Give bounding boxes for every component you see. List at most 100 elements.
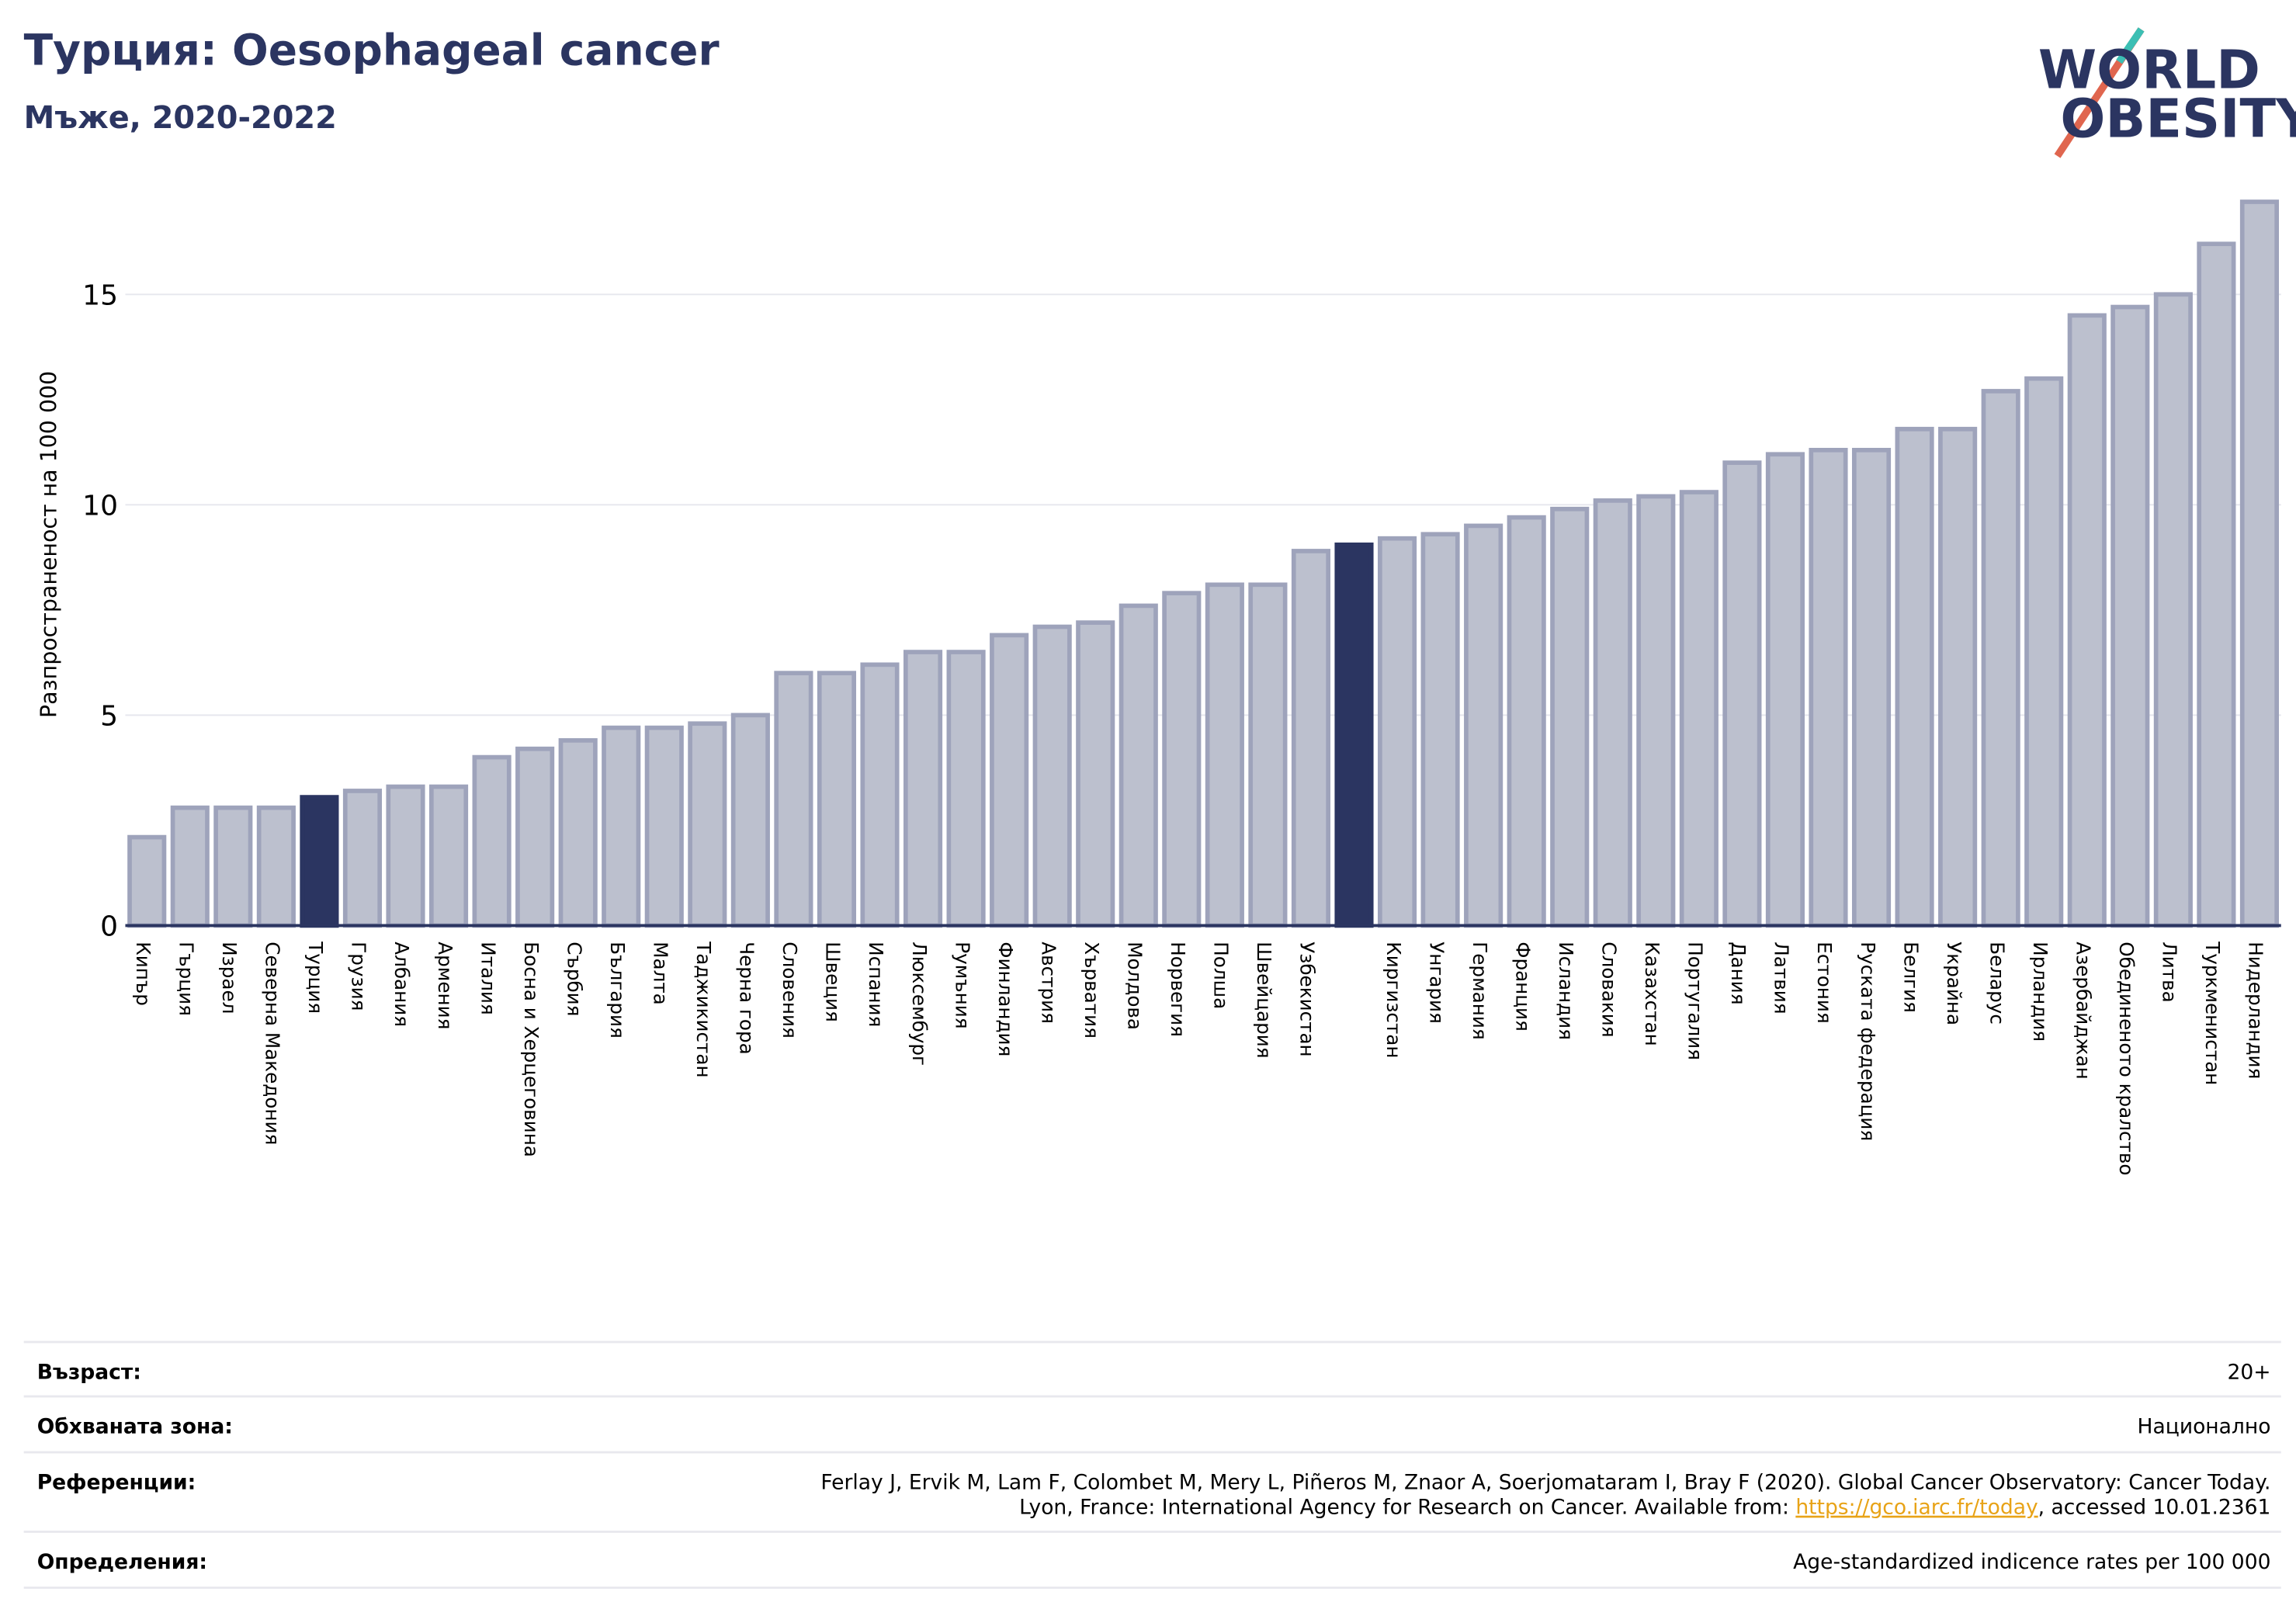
bar <box>558 738 598 928</box>
bar <box>1076 620 1115 928</box>
info-value: Age-standardized indicence rates per 100… <box>1793 1550 2270 1574</box>
logo-line-2: OBESITY <box>2060 88 2296 150</box>
bar <box>2197 241 2236 928</box>
y-tick-label: 5 <box>100 701 118 733</box>
x-tick-label: Турция <box>304 941 327 1014</box>
x-tick-label: Северна Македония <box>262 942 284 1145</box>
x-tick-label: Беларус <box>1986 942 2008 1025</box>
bar <box>990 633 1029 928</box>
bar <box>472 754 512 928</box>
bar <box>300 795 339 928</box>
x-tick-label: Швейцария <box>1253 942 1275 1058</box>
x-tick-label: Израел <box>218 942 241 1014</box>
bar <box>860 662 900 928</box>
x-tick-label: Киргизстан <box>1382 942 1405 1058</box>
bar <box>2067 313 2107 928</box>
bar <box>342 789 383 928</box>
info-label: Възраст: <box>37 1360 141 1384</box>
x-tick-label: Словакия <box>1597 942 1620 1037</box>
x-tick-label: Унгария <box>1425 942 1448 1024</box>
x-tick-label: Литва <box>2159 942 2181 1002</box>
logo-slash-top <box>2116 27 2145 64</box>
x-tick-label: Руската федерация <box>1857 942 1879 1141</box>
x-tick-label: Исландия <box>1555 942 1577 1040</box>
y-tick-label: 0 <box>100 911 118 943</box>
x-tick-label: Италия <box>477 942 499 1014</box>
x-tick-label: Босна и Херцеговина <box>520 942 543 1157</box>
bar <box>1636 494 1676 928</box>
bar <box>1162 591 1202 928</box>
x-tick-label: Обединеното кралство <box>2115 942 2138 1175</box>
info-value: Национално <box>2138 1414 2271 1438</box>
bar <box>688 721 727 928</box>
x-tick-label: Норвегия <box>1167 942 1189 1037</box>
x-tick-label: Азербайджан <box>2072 942 2094 1079</box>
x-tick-label: България <box>606 942 629 1039</box>
x-tick-label: Туркменистан <box>2201 941 2224 1085</box>
chart-subtitle: Мъже, 2020-2022 <box>24 100 337 136</box>
x-tick-label: Нидерландия <box>2245 942 2267 1079</box>
info-label: Референции: <box>37 1470 196 1494</box>
x-tick-label: Полша <box>1210 942 1233 1009</box>
reference-link[interactable]: https://gco.iarc.fr/today <box>1795 1496 2038 1520</box>
x-tick-label: Дания <box>1727 942 1750 1004</box>
x-tick-label: Белгия <box>1899 942 1922 1013</box>
bar <box>730 713 770 928</box>
bar <box>1507 515 1546 928</box>
bar <box>2239 199 2280 928</box>
x-tick-label: Германия <box>1469 942 1491 1039</box>
x-tick-label: Казахстан <box>1641 942 1663 1046</box>
x-tick-label: Албания <box>390 942 413 1027</box>
bar <box>817 671 857 928</box>
bar <box>1593 498 1632 928</box>
bar <box>903 650 943 928</box>
bar <box>1550 506 1590 928</box>
chart-title: Турция: Oesophageal cancer <box>24 25 720 75</box>
x-tick-label: Узбекистан <box>1296 942 1319 1056</box>
bar <box>602 725 641 928</box>
x-tick-label: Малта <box>650 942 672 1005</box>
bar <box>1464 523 1503 928</box>
x-tick-label: Гърция <box>175 942 198 1016</box>
info-value-text: Lyon, France: International Agency for R… <box>1019 1496 1795 1520</box>
x-tick-label: Финландия <box>994 942 1017 1056</box>
bar <box>1248 582 1288 928</box>
x-tick-label: Румъния <box>951 942 973 1028</box>
x-tick-label: Грузия <box>348 942 370 1011</box>
bar <box>1809 448 1848 928</box>
bar <box>1722 460 1762 928</box>
x-tick-label: Люксембург <box>908 942 931 1066</box>
bar <box>1334 542 1374 928</box>
x-tick-label: Армения <box>434 942 456 1029</box>
bar <box>127 834 167 928</box>
bar <box>213 805 253 928</box>
bar <box>515 746 555 928</box>
bar <box>946 650 986 928</box>
bar <box>1938 426 1978 928</box>
bar <box>1291 549 1331 928</box>
x-tick-label: Словения <box>779 942 801 1039</box>
x-tick-label: Австрия <box>1037 942 1060 1024</box>
bar <box>386 784 425 928</box>
info-value-text: , accessed 10.01.2361 <box>2038 1496 2271 1520</box>
bar <box>2110 304 2150 928</box>
info-label: Обхваната зона: <box>37 1414 233 1438</box>
bar <box>170 805 210 928</box>
x-tick-label: Кипър <box>132 942 154 1006</box>
y-axis-label: Разпространеност на 100 000 <box>36 371 61 718</box>
x-tick-label: Естония <box>1813 942 1836 1023</box>
x-tick-label: Молдова <box>1124 942 1146 1030</box>
bar <box>1205 582 1244 928</box>
x-tick-label: Украйна <box>1943 942 1965 1025</box>
x-tick-label: Франция <box>1511 942 1534 1032</box>
x-tick-label: Сърбия <box>563 942 585 1016</box>
bar <box>1377 536 1417 928</box>
bar <box>774 671 813 928</box>
info-value: 20+ <box>2227 1360 2270 1384</box>
bar <box>2153 292 2193 928</box>
bar <box>256 805 296 928</box>
x-tick-label: Португалия <box>1684 942 1707 1060</box>
bar <box>1895 426 1934 928</box>
x-tick-label: Хърватия <box>1080 942 1103 1039</box>
